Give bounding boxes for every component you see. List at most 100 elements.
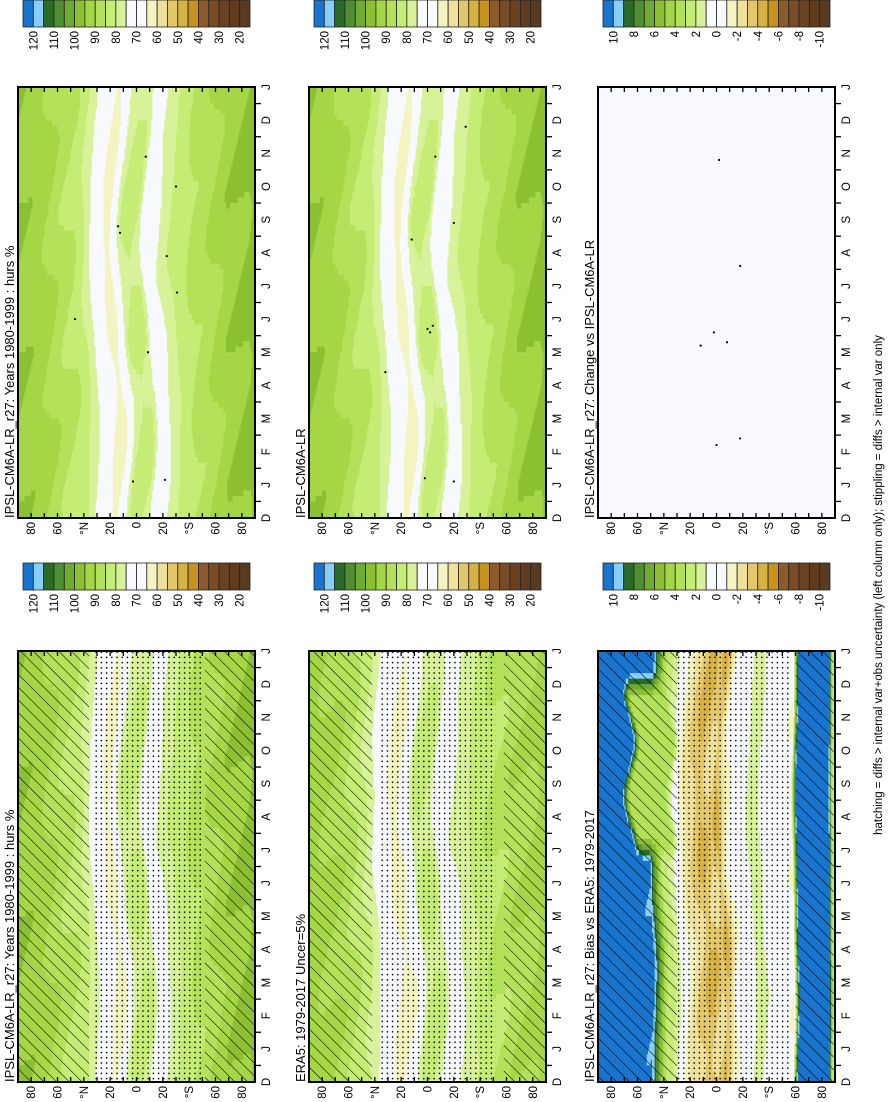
contour-cell (179, 484, 203, 491)
colorbar-box (146, 0, 158, 28)
colorbar-label: 30 (505, 594, 517, 607)
contour-cell (165, 324, 177, 331)
contour-cell (149, 511, 155, 518)
contour-cell (198, 185, 215, 192)
contour-cell (156, 257, 168, 264)
contour-cell (444, 511, 452, 518)
contour-cell (124, 495, 128, 502)
contour-cell (128, 307, 145, 314)
contour-cell (128, 163, 144, 170)
y-tick-label: °S (475, 1086, 487, 1099)
contour-cell (160, 467, 172, 474)
contour-cell (416, 489, 421, 496)
contour-cell (219, 158, 234, 165)
contour-cell (89, 440, 101, 447)
contour-cell (430, 434, 447, 441)
contour-cell (120, 489, 127, 496)
contour-cell (520, 467, 546, 474)
contour-cell (129, 351, 147, 358)
contour-cell (118, 279, 122, 286)
contour-cell (19, 495, 25, 502)
contour-cell (228, 473, 255, 480)
contour-cell (170, 467, 181, 474)
contour-cell (90, 373, 98, 380)
contour-cell (25, 346, 35, 353)
contour-cell (141, 207, 145, 215)
contour-cell (144, 357, 152, 364)
colorbar-box (43, 0, 55, 28)
x-tick-label: J (261, 482, 273, 488)
contour-cell (99, 417, 108, 425)
contour-cell (28, 373, 47, 380)
contour-cell (179, 379, 195, 386)
contour-cell (75, 252, 85, 259)
contour-cell (119, 263, 141, 270)
contour-cell (115, 296, 120, 303)
contour-cell (489, 500, 503, 507)
contour-cell (148, 489, 153, 496)
contour-cell (227, 329, 255, 336)
contour-cell (131, 462, 136, 469)
contour-cell (140, 263, 145, 270)
y-tick-label: 80 (528, 1086, 540, 1099)
contour-cell (135, 130, 148, 137)
contour-cell (104, 263, 111, 270)
contour-cell (457, 511, 469, 518)
contour-cell (18, 296, 58, 303)
contour-cell (181, 406, 193, 414)
contour-cell (49, 412, 81, 419)
contour-cell (18, 484, 53, 491)
contour-cell (112, 462, 126, 469)
contour-cell (118, 506, 124, 513)
contour-cell (89, 1075, 97, 1082)
contour-cell (422, 434, 426, 441)
contour-cell (427, 451, 446, 458)
contour-cell (145, 147, 149, 154)
contour-cell (161, 495, 170, 502)
contour-cell (492, 489, 506, 496)
contour-cell (95, 274, 106, 281)
contour-cell (89, 799, 95, 806)
contour-cell (108, 340, 119, 347)
x-tick-label: M (261, 911, 273, 921)
x-tick-label: O (552, 746, 564, 755)
contour-cell (95, 506, 102, 513)
contour-cell (245, 102, 255, 110)
contour-cell (168, 506, 180, 513)
contour-cell (125, 373, 131, 380)
contour-cell (110, 130, 120, 137)
contour-cell (403, 478, 414, 485)
contour-cell (87, 108, 97, 115)
contour-cell (195, 368, 211, 375)
contour-cell (125, 136, 135, 143)
contour-cell (527, 440, 546, 447)
contour-cell (373, 777, 382, 784)
contour-cell (231, 462, 255, 469)
contour-cell (195, 373, 210, 380)
contour-cell (89, 489, 98, 496)
contour-cell (18, 274, 54, 281)
contour-cell (223, 136, 239, 143)
contour-cell (125, 141, 133, 148)
contour-cell (104, 97, 116, 104)
contour-cell (394, 478, 405, 485)
contour-cell (359, 467, 381, 474)
contour-cell (380, 440, 392, 447)
contour-cell (69, 301, 82, 309)
contour-cell (127, 423, 132, 430)
colorbar-box (218, 0, 230, 28)
stipple-dot (163, 478, 167, 481)
contour-cell (141, 202, 147, 209)
contour-cell (380, 462, 390, 469)
contour-cell (177, 125, 190, 132)
contour-cell (129, 102, 153, 110)
contour-cell (197, 506, 212, 513)
contour-cell (103, 196, 112, 204)
colorbar-box (509, 562, 521, 591)
contour-cell (128, 462, 132, 469)
x-tick-label: J (552, 1046, 564, 1052)
contour-cell (169, 274, 187, 281)
contour-cell (243, 263, 255, 270)
contour-cell (90, 406, 101, 414)
contour-cell (419, 462, 423, 469)
